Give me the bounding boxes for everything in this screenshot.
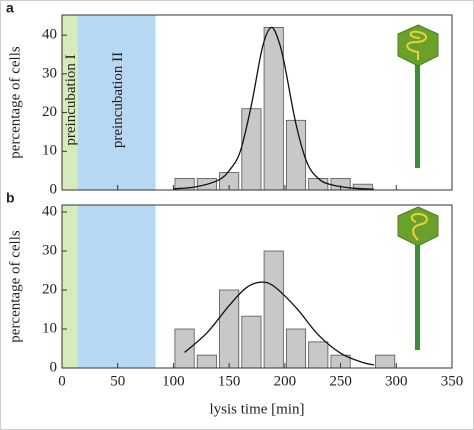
shaded-region [77, 205, 156, 368]
bar [285, 119, 307, 191]
y-tick-label: 30 [42, 242, 57, 258]
shaded-region [77, 15, 156, 190]
x-tick-label: 150 [218, 373, 241, 389]
x-tick-label: 300 [385, 373, 408, 389]
y-tick-label: 40 [42, 27, 57, 43]
x-tick-label: 350 [441, 373, 464, 389]
y-tick-label: 10 [42, 320, 57, 336]
x-tick-label: 200 [274, 373, 297, 389]
x-tick-label: 100 [162, 373, 185, 389]
y-axis-label: percentage of cells [7, 46, 23, 159]
y-tick-label: 20 [42, 104, 57, 120]
icon-b [397, 206, 439, 350]
panel-letter: a [6, 0, 14, 16]
bar [241, 108, 262, 191]
y-axis-label: percentage of cells [7, 230, 23, 343]
bar [263, 250, 284, 369]
bar [263, 26, 284, 191]
x-tick-label: 0 [58, 373, 66, 389]
y-tick-label: 20 [42, 281, 57, 297]
shaded-region [62, 15, 78, 190]
panel-letter: b [6, 190, 15, 206]
bar [219, 289, 240, 369]
y-tick-label: 10 [42, 143, 57, 159]
bar [285, 328, 307, 369]
region-label: preincubation II [110, 52, 126, 148]
shaded-region [62, 205, 78, 368]
bar [196, 354, 217, 369]
plot-frame [61, 204, 453, 369]
x-axis-label: lysis time [min] [210, 401, 305, 417]
y-tick-label: 30 [42, 65, 57, 81]
icon-a [397, 24, 439, 168]
fit-curve [184, 281, 375, 366]
bar [308, 341, 329, 369]
fit-curve [173, 26, 375, 190]
y-tick-label: 0 [50, 359, 58, 375]
plot-frame [61, 14, 453, 191]
y-tick-label: 40 [42, 203, 57, 219]
bar [174, 328, 195, 369]
x-tick-label: 50 [110, 373, 125, 389]
y-tick-label: 0 [50, 181, 58, 197]
region-label: preincubation I [63, 54, 79, 145]
panels: preincubation I preincubation II 0 10 20 30 40… [6, 0, 463, 417]
bar [375, 354, 396, 369]
x-tick-label: 250 [329, 373, 352, 389]
bar [241, 315, 262, 369]
bar [308, 177, 329, 191]
